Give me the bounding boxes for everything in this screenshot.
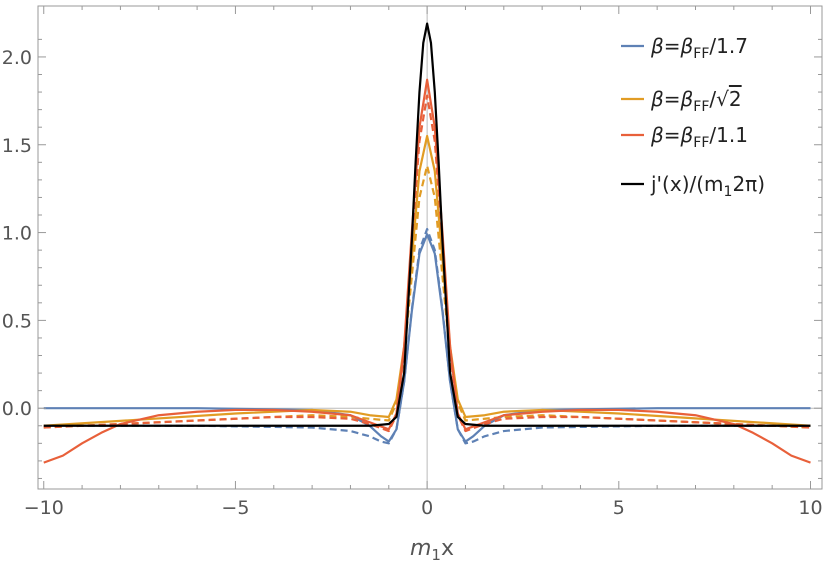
- series-layer: [43, 22, 811, 464]
- x-tick-label: 0: [421, 497, 433, 519]
- y-tick-label: 2.0: [2, 47, 32, 69]
- y-tick-label: 1.0: [2, 223, 32, 245]
- x-tick-label: 10: [798, 497, 822, 519]
- x-tick-label: −5: [221, 497, 249, 519]
- plot-border: [37, 5, 823, 490]
- y-tick-label: 0.0: [2, 398, 32, 420]
- legend-label-2: β=βFF/√2: [650, 87, 742, 115]
- axis-ticks: [38, 6, 822, 489]
- x-tick-label: 5: [613, 497, 625, 519]
- tick-labels: −10 −5 0 5 10 0.0 0.5 1.0 1.5 2.0: [2, 47, 823, 519]
- plot-frame: [37, 5, 823, 490]
- x-axis-label: m1x: [410, 536, 454, 564]
- legend: β=βFF/1.7 β=βFF/√2 β=βFF/1.1 j'(x)/(m12π): [621, 34, 765, 200]
- legend-label-3: β=βFF/1.1: [650, 123, 748, 151]
- x-tick-label: −10: [24, 497, 64, 519]
- y-tick-label: 1.5: [2, 135, 32, 157]
- legend-label-1: β=βFF/1.7: [650, 34, 748, 62]
- y-tick-label: 0.5: [2, 310, 32, 332]
- legend-label-4: j'(x)/(m12π): [650, 172, 765, 200]
- series-line-3: [43, 134, 811, 427]
- series-line-2: [43, 227, 811, 445]
- series-line-6: [43, 94, 811, 433]
- series-line-7: [43, 22, 811, 427]
- series-line-5: [43, 78, 811, 464]
